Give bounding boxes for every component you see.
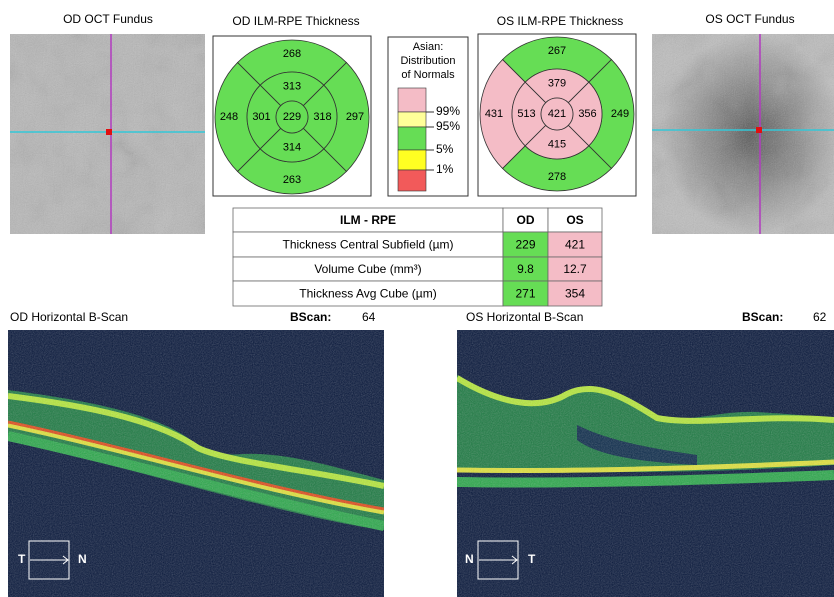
legend-swatch	[398, 127, 426, 150]
legend-swatch	[398, 150, 426, 170]
table-value: 229	[515, 238, 535, 252]
orientation-right: T	[528, 552, 536, 566]
fovea-marker	[106, 129, 112, 135]
od-bscan: OD Horizontal B-Scan BScan: 64 T N	[8, 310, 384, 597]
legend-label: 99%	[436, 104, 460, 118]
sector-value: 313	[283, 80, 301, 92]
table-header: OD	[517, 213, 535, 227]
table-value: Thickness Avg Cube (µm)	[299, 287, 436, 301]
legend-title: Asian:	[413, 41, 444, 53]
legend-label: 1%	[436, 162, 454, 176]
orientation-left: N	[465, 552, 474, 566]
orientation-right: N	[78, 552, 87, 566]
table-value: 271	[515, 287, 535, 301]
bscan-number: 62	[813, 310, 827, 324]
legend-label: 5%	[436, 142, 454, 156]
os-bscan: OS Horizontal B-Scan BScan: 62 N T	[457, 310, 834, 597]
table-value: Thickness Central Subfield (µm)	[283, 238, 454, 252]
table-value: 421	[565, 238, 585, 252]
sector-value: 248	[220, 111, 238, 123]
summary-table: ILM - RPE OD OS Thickness Central Subfield …	[233, 208, 602, 306]
sector-value: 278	[548, 171, 566, 183]
center-value: 229	[283, 111, 301, 123]
fundus-title: OS OCT Fundus	[705, 12, 794, 26]
sector-value: 318	[313, 111, 331, 123]
fundus-grain	[652, 34, 834, 234]
sector-value: 314	[283, 141, 301, 153]
bscan-label: BScan:	[742, 310, 783, 324]
sector-value: 249	[611, 108, 629, 120]
table-value: 12.7	[563, 262, 587, 276]
fundus-title: OD OCT Fundus	[63, 12, 153, 26]
legend-title: Distribution	[400, 55, 455, 67]
sector-value: 263	[283, 174, 301, 186]
sector-value: 301	[252, 111, 270, 123]
oct-report: OD OCT Fundus OS OCT Fundus OD ILM-RPE T…	[0, 0, 834, 597]
od-fundus: OD OCT Fundus	[10, 12, 205, 234]
bscan-title: OD Horizontal B-Scan	[10, 310, 128, 324]
bscan-number: 64	[362, 310, 376, 324]
sector-value: 513	[517, 108, 535, 120]
legend-title: of Normals	[401, 69, 455, 81]
os-fundus: OS OCT Fundus	[652, 12, 834, 234]
sector-value: 415	[548, 138, 566, 150]
sector-value: 431	[485, 108, 503, 120]
sector-value: 268	[283, 48, 301, 60]
map-title: OS ILM-RPE Thickness	[497, 14, 623, 28]
center-value: 421	[548, 108, 566, 120]
table-value: 9.8	[517, 262, 534, 276]
table-value: Volume Cube (mm³)	[314, 262, 421, 276]
table-value: 354	[565, 287, 585, 301]
fovea-marker	[756, 127, 762, 133]
table-header: ILM - RPE	[340, 213, 396, 227]
table-header: OS	[566, 213, 583, 227]
bscan-title: OS Horizontal B-Scan	[466, 310, 583, 324]
sector-value: 356	[578, 108, 596, 120]
sector-value: 297	[346, 111, 364, 123]
legend-swatch	[398, 112, 426, 127]
legend-label: 95%	[436, 119, 460, 133]
legend-swatch	[398, 170, 426, 191]
sector-value: 379	[548, 77, 566, 89]
bscan-label: BScan:	[290, 310, 331, 324]
map-title: OD ILM-RPE Thickness	[232, 14, 359, 28]
legend-swatch	[398, 88, 426, 112]
orientation-left: T	[18, 552, 26, 566]
sector-value: 267	[548, 45, 566, 57]
